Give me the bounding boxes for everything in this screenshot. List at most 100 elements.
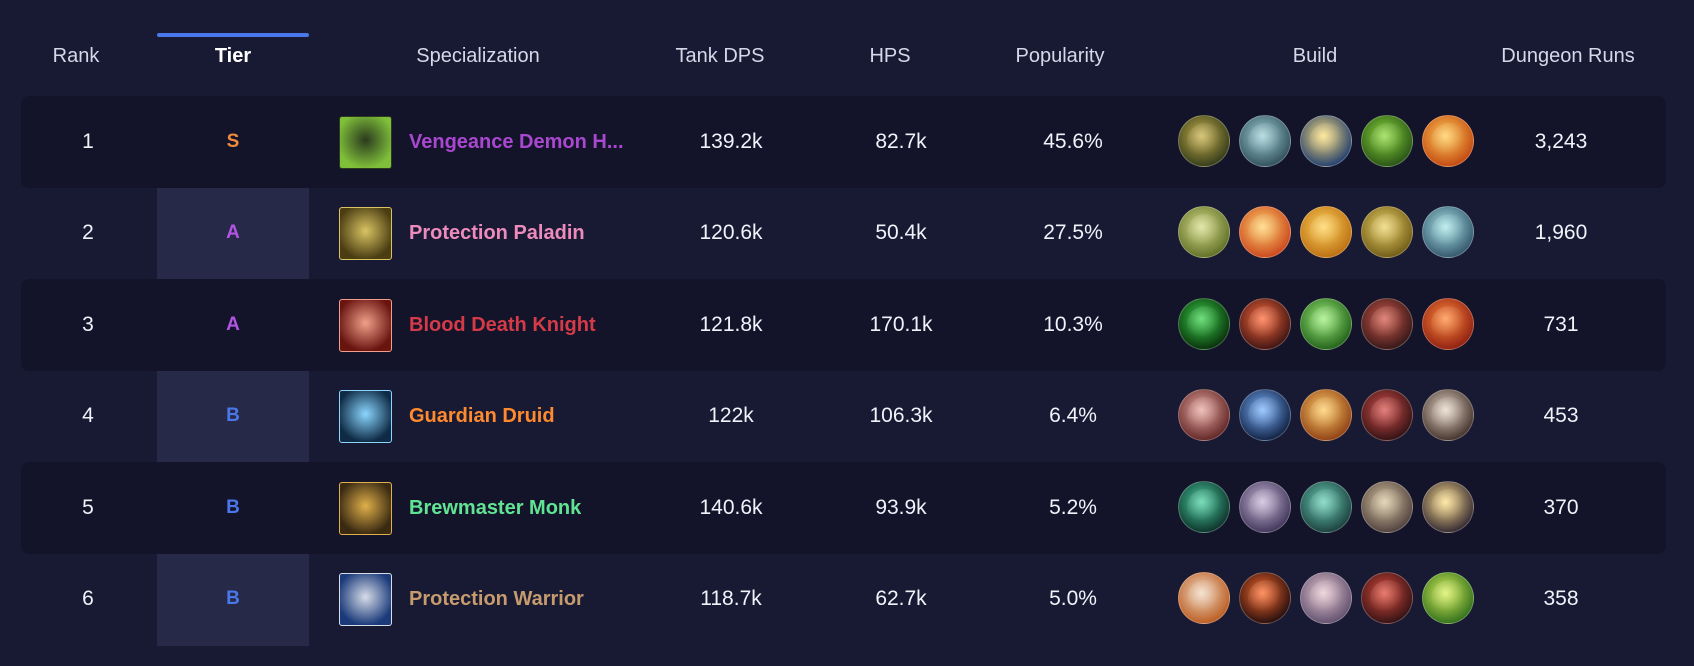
tank-dps-value: 122k <box>708 404 754 427</box>
talent-icon-3[interactable] <box>1300 572 1352 624</box>
rank-value: 4 <box>82 404 94 427</box>
talent-icon-4[interactable] <box>1361 206 1413 258</box>
build-talents <box>1178 481 1474 533</box>
active-sort-indicator <box>157 33 309 37</box>
talent-icon-1[interactable] <box>1178 572 1230 624</box>
dungeon-runs-value: 3,243 <box>1534 130 1588 153</box>
talent-icon-5[interactable] <box>1422 389 1474 441</box>
spec-name-link[interactable]: Protection Warrior <box>409 587 584 610</box>
hps-value: 82.7k <box>875 130 927 153</box>
brewmaster-monk-icon <box>339 482 392 535</box>
talent-icon-5[interactable] <box>1422 115 1474 167</box>
tier-badge: A <box>226 314 240 335</box>
talent-icon-5[interactable] <box>1422 298 1474 350</box>
column-header-hps[interactable]: HPS <box>869 44 911 67</box>
popularity-value: 45.6% <box>1043 130 1103 153</box>
hps-value: 93.9k <box>875 496 927 519</box>
talent-icon-3[interactable] <box>1300 481 1352 533</box>
popularity-value: 6.4% <box>1049 404 1097 427</box>
column-header-dungeon-runs[interactable]: Dungeon Runs <box>1501 44 1635 67</box>
talent-icon-1[interactable] <box>1178 298 1230 350</box>
tank-dps-value: 118.7k <box>700 587 762 610</box>
talent-icon-2[interactable] <box>1239 572 1291 624</box>
column-header-tank-dps[interactable]: Tank DPS <box>675 44 765 67</box>
talent-icon-2[interactable] <box>1239 481 1291 533</box>
tier-badge: B <box>226 405 240 426</box>
talent-icon-2[interactable] <box>1239 389 1291 441</box>
hps-value: 170.1k <box>869 313 933 336</box>
tier-badge: S <box>226 131 240 152</box>
talent-icon-4[interactable] <box>1361 572 1413 624</box>
popularity-value: 5.0% <box>1049 587 1097 610</box>
tier-badge: B <box>226 588 240 609</box>
popularity-value: 5.2% <box>1049 496 1097 519</box>
talent-icon-3[interactable] <box>1300 115 1352 167</box>
dungeon-runs-value: 453 <box>1543 404 1579 427</box>
hps-value: 50.4k <box>875 221 927 244</box>
build-talents <box>1178 389 1474 441</box>
spec-name-link[interactable]: Vengeance Demon H... <box>409 130 624 153</box>
talent-icon-3[interactable] <box>1300 206 1352 258</box>
table-row[interactable]: 6 B Protection Warrior 118.7k 62.7k 5.0%… <box>21 553 1666 645</box>
build-talents <box>1178 206 1474 258</box>
spec-name-link[interactable]: Blood Death Knight <box>409 313 596 336</box>
talent-icon-4[interactable] <box>1361 115 1413 167</box>
talent-icon-3[interactable] <box>1300 389 1352 441</box>
talent-icon-4[interactable] <box>1361 481 1413 533</box>
talent-icon-2[interactable] <box>1239 115 1291 167</box>
rank-value: 1 <box>82 130 94 153</box>
rank-value: 2 <box>82 221 94 244</box>
build-talents <box>1178 572 1474 624</box>
talent-icon-5[interactable] <box>1422 206 1474 258</box>
dungeon-runs-value: 358 <box>1543 587 1579 610</box>
column-header-specialization[interactable]: Specialization <box>416 44 540 67</box>
spec-name-link[interactable]: Guardian Druid <box>409 404 555 427</box>
column-header-popularity[interactable]: Popularity <box>1015 44 1105 67</box>
tank-dps-value: 121.8k <box>699 313 763 336</box>
talent-icon-5[interactable] <box>1422 572 1474 624</box>
table-row[interactable]: 5 B Brewmaster Monk 140.6k 93.9k 5.2% 37… <box>21 462 1666 554</box>
talent-icon-3[interactable] <box>1300 298 1352 350</box>
rank-value: 5 <box>82 496 94 519</box>
table-row[interactable]: 3 A Blood Death Knight 121.8k 170.1k 10.… <box>21 279 1666 371</box>
talent-icon-1[interactable] <box>1178 115 1230 167</box>
build-talents <box>1178 115 1474 167</box>
talent-icon-5[interactable] <box>1422 481 1474 533</box>
rank-value: 6 <box>82 587 94 610</box>
talent-icon-4[interactable] <box>1361 389 1413 441</box>
table-row[interactable]: 1 S Vengeance Demon H... 139.2k 82.7k 45… <box>21 96 1666 188</box>
tank-dps-value: 139.2k <box>699 130 763 153</box>
blood-death-knight-icon <box>339 299 392 352</box>
column-header-tier[interactable]: Tier <box>214 44 252 67</box>
talent-icon-1[interactable] <box>1178 206 1230 258</box>
build-talents <box>1178 298 1474 350</box>
table-row[interactable]: 2 A Protection Paladin 120.6k 50.4k 27.5… <box>21 187 1666 279</box>
tier-badge: B <box>226 497 240 518</box>
protection-warrior-icon <box>339 573 392 626</box>
dungeon-runs-value: 1,960 <box>1534 221 1588 244</box>
hps-value: 106.3k <box>869 404 933 427</box>
talent-icon-4[interactable] <box>1361 298 1413 350</box>
protection-paladin-icon <box>339 207 392 260</box>
spec-name-link[interactable]: Brewmaster Monk <box>409 496 582 519</box>
talent-icon-1[interactable] <box>1178 389 1230 441</box>
popularity-value: 10.3% <box>1043 313 1103 336</box>
tank-dps-value: 120.6k <box>699 221 763 244</box>
talent-icon-1[interactable] <box>1178 481 1230 533</box>
guardian-druid-icon <box>339 390 392 443</box>
dungeon-runs-value: 370 <box>1543 496 1579 519</box>
vengeance-demon-hunter-icon <box>339 116 392 169</box>
hps-value: 62.7k <box>875 587 927 610</box>
column-header-rank[interactable]: Rank <box>52 44 100 67</box>
spec-name-link[interactable]: Protection Paladin <box>409 221 585 244</box>
popularity-value: 27.5% <box>1043 221 1103 244</box>
column-header-build[interactable]: Build <box>1292 44 1338 67</box>
dungeon-runs-value: 731 <box>1543 313 1579 336</box>
talent-icon-2[interactable] <box>1239 206 1291 258</box>
table-row[interactable]: 4 B Guardian Druid 122k 106.3k 6.4% 453 <box>21 370 1666 462</box>
talent-icon-2[interactable] <box>1239 298 1291 350</box>
tier-badge: A <box>226 222 240 243</box>
rank-value: 3 <box>82 313 94 336</box>
tank-dps-value: 140.6k <box>699 496 763 519</box>
